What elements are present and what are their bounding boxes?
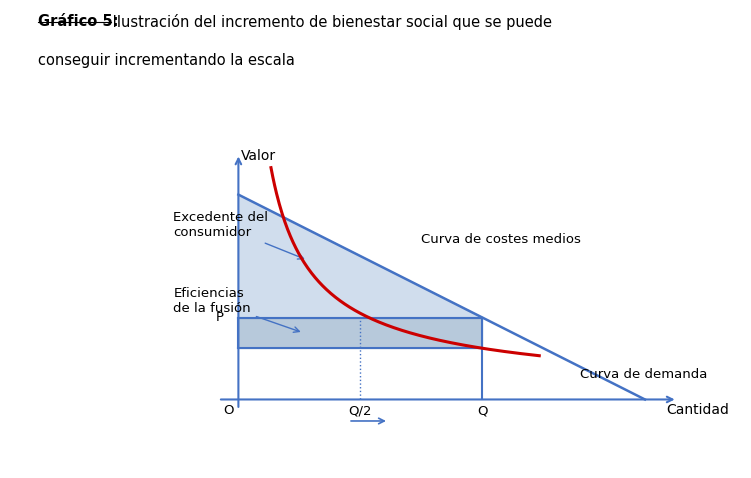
Text: P: P	[216, 311, 224, 324]
Text: Q: Q	[477, 404, 487, 417]
Text: Curva de demanda: Curva de demanda	[580, 369, 707, 381]
Polygon shape	[238, 195, 482, 317]
Text: conseguir incrementando la escala: conseguir incrementando la escala	[38, 53, 294, 67]
Text: Q/2: Q/2	[348, 404, 372, 417]
Text: Gráfico 5:: Gráfico 5:	[38, 14, 118, 29]
Text: O: O	[223, 404, 234, 417]
Text: Eficiencias
de la fusión: Eficiencias de la fusión	[173, 287, 300, 332]
Polygon shape	[238, 317, 482, 348]
Text: Valor: Valor	[241, 149, 276, 163]
Text: Curva de costes medios: Curva de costes medios	[421, 233, 581, 246]
Text: Cantidad: Cantidad	[666, 402, 729, 417]
Text: Ilustración del incremento de bienestar social que se puede: Ilustración del incremento de bienestar …	[108, 14, 552, 30]
Text: Excedente del
consumidor: Excedente del consumidor	[173, 211, 303, 259]
